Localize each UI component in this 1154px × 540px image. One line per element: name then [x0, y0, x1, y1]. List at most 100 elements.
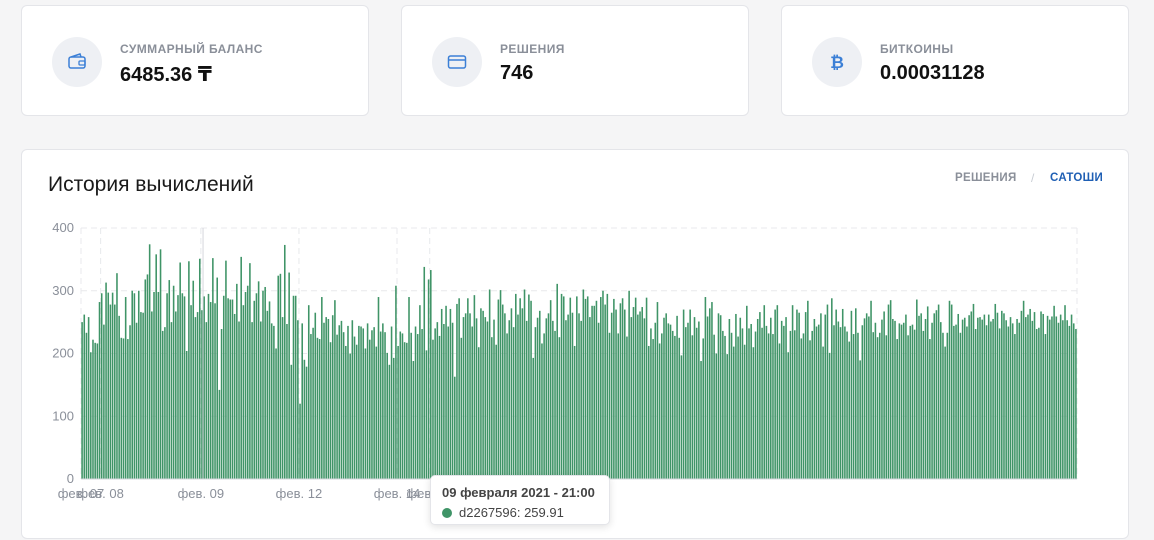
chart-bar[interactable] — [948, 300, 951, 479]
chart-bar[interactable] — [645, 297, 648, 479]
chart-bar[interactable] — [360, 326, 362, 479]
chart-bar[interactable] — [264, 286, 266, 479]
chart-bar[interactable] — [894, 320, 896, 479]
chart-bar[interactable] — [107, 292, 110, 479]
chart-bar[interactable] — [787, 352, 790, 479]
chart-bar[interactable] — [440, 308, 443, 479]
chart-bar[interactable] — [730, 332, 733, 479]
chart-bar[interactable] — [606, 293, 609, 479]
chart-bar[interactable] — [207, 293, 210, 479]
chart-bar[interactable] — [793, 330, 796, 479]
chart-bar[interactable] — [549, 300, 552, 479]
chart-bar[interactable] — [571, 312, 574, 479]
chart-bar[interactable] — [896, 339, 898, 479]
chart-bar[interactable] — [924, 318, 927, 479]
chart-bar[interactable] — [1020, 310, 1023, 479]
chart-bar[interactable] — [183, 296, 186, 479]
chart-bar[interactable] — [362, 328, 365, 479]
chart-bar[interactable] — [432, 339, 434, 479]
chart-bar[interactable] — [188, 261, 190, 479]
chart-bar[interactable] — [558, 337, 561, 479]
chart-bar[interactable] — [689, 309, 691, 479]
chart-bar[interactable] — [493, 319, 495, 479]
chart-bar[interactable] — [467, 298, 469, 479]
chart-bar[interactable] — [935, 310, 938, 479]
chart-bar[interactable] — [279, 273, 282, 479]
chart-bar[interactable] — [543, 333, 545, 479]
chart-bar[interactable] — [373, 327, 375, 479]
chart-bar[interactable] — [560, 293, 563, 479]
chart-bar[interactable] — [416, 334, 419, 479]
chart-bar[interactable] — [1046, 315, 1049, 479]
chart-bar[interactable] — [586, 296, 589, 479]
chart-bar[interactable] — [159, 249, 162, 479]
chart-bar[interactable] — [767, 333, 770, 479]
chart-bar[interactable] — [297, 320, 299, 479]
chart-bar[interactable] — [510, 308, 513, 479]
chart-bar[interactable] — [260, 321, 262, 480]
chart-bar[interactable] — [807, 300, 809, 479]
chart-bar[interactable] — [460, 337, 463, 479]
chart-bar[interactable] — [1022, 300, 1025, 479]
chart-bar[interactable] — [841, 308, 844, 479]
chart-bar[interactable] — [257, 281, 260, 479]
chart-bar[interactable] — [236, 283, 238, 479]
chart-bar[interactable] — [443, 324, 445, 479]
chart-bar[interactable] — [922, 330, 925, 479]
chart-bar[interactable] — [1035, 329, 1038, 479]
chart-bar[interactable] — [345, 345, 347, 479]
chart-bar[interactable] — [220, 329, 223, 479]
chart-bar[interactable] — [671, 330, 674, 479]
chart-bar[interactable] — [621, 298, 624, 479]
chart-bar[interactable] — [946, 332, 949, 479]
chart-bar[interactable] — [763, 305, 766, 479]
chart-bar[interactable] — [715, 353, 718, 480]
chart-bar[interactable] — [135, 322, 138, 479]
chart-bar[interactable] — [815, 326, 818, 479]
chart-bar[interactable] — [142, 312, 144, 479]
chart-bar[interactable] — [1007, 326, 1010, 479]
chart-bar[interactable] — [1011, 323, 1014, 479]
chart-bar[interactable] — [661, 333, 663, 479]
chart-bar[interactable] — [582, 289, 585, 480]
chart-bar[interactable] — [458, 298, 460, 479]
chart-bar[interactable] — [552, 320, 554, 479]
chart-bar[interactable] — [214, 303, 216, 479]
chart-bar[interactable] — [268, 301, 271, 479]
chart-bar[interactable] — [839, 327, 842, 479]
chart-bar[interactable] — [955, 324, 957, 479]
chart-bar[interactable] — [837, 321, 840, 480]
chart-bar[interactable] — [1051, 316, 1053, 479]
chart-bar[interactable] — [809, 340, 811, 479]
chart-bar[interactable] — [532, 357, 535, 479]
chart-bar[interactable] — [726, 354, 728, 479]
chart-bar[interactable] — [811, 330, 813, 479]
chart-bar[interactable] — [724, 335, 726, 479]
chart-bar[interactable] — [286, 324, 288, 479]
chart-bar[interactable] — [172, 285, 175, 479]
chart-bar[interactable] — [336, 334, 338, 479]
chart-bar[interactable] — [203, 296, 205, 479]
chart-bar[interactable] — [972, 303, 975, 479]
chart-bar[interactable] — [676, 315, 678, 479]
chart-bar[interactable] — [364, 348, 367, 479]
chart-bar[interactable] — [323, 322, 325, 479]
chart-bar[interactable] — [198, 258, 201, 479]
chart-bar[interactable] — [131, 290, 133, 479]
chart-bar[interactable] — [591, 305, 593, 479]
chart-bar[interactable] — [231, 299, 234, 479]
chart-bar[interactable] — [515, 293, 517, 479]
chart-bar[interactable] — [388, 364, 391, 479]
chart-bar[interactable] — [859, 360, 861, 479]
chart-bar[interactable] — [831, 298, 833, 479]
chart-bar[interactable] — [554, 330, 556, 479]
chart-bar[interactable] — [375, 346, 378, 479]
chart-bar[interactable] — [835, 309, 837, 479]
chart-bar[interactable] — [804, 312, 807, 479]
chart-bar[interactable] — [283, 244, 286, 479]
chart-bar[interactable] — [491, 337, 493, 479]
chart-bar[interactable] — [868, 316, 870, 479]
chart-bar[interactable] — [996, 312, 999, 479]
chart-bar[interactable] — [770, 317, 772, 479]
chart-bar[interactable] — [355, 344, 358, 479]
